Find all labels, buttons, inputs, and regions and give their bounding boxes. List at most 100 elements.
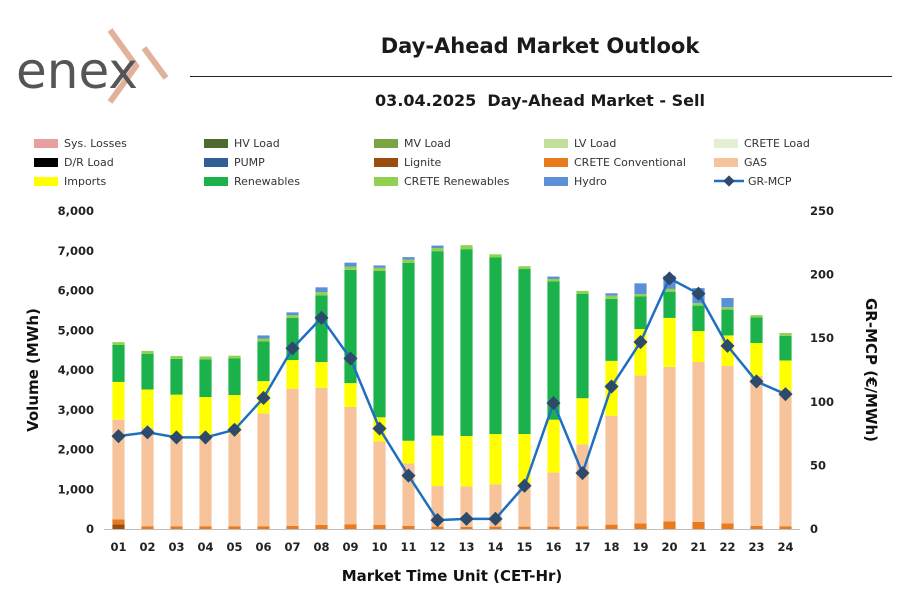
x-tick-label: 07 (284, 540, 300, 554)
bar-segment (170, 356, 183, 359)
gr-mcp-point (169, 430, 184, 445)
bar-segment (344, 262, 357, 267)
page-title: Day-Ahead Market Outlook (380, 34, 700, 58)
bar-segment (228, 433, 241, 527)
bar-segment (547, 472, 560, 527)
y-axis-title: Volume (MWh) (24, 308, 42, 432)
bar-segment (141, 389, 154, 428)
bar-segment (402, 257, 415, 260)
bar-segment (518, 433, 531, 486)
bar-segment (344, 383, 357, 407)
bar-segment (112, 344, 125, 382)
bar-segment (576, 526, 589, 529)
bar-segment (315, 387, 328, 526)
legend-swatch (34, 138, 58, 148)
legend-item-renewables: Renewables (204, 174, 300, 188)
series-imports (112, 317, 792, 487)
bar-segment (286, 388, 299, 526)
bar-segment (228, 358, 241, 396)
gr-mcp-point (691, 286, 706, 301)
gr-mcp-point (575, 465, 590, 481)
bar-segment (547, 419, 560, 473)
legend-swatch (374, 176, 398, 186)
gr-mcp-point (633, 334, 648, 350)
bar-segment (605, 293, 618, 296)
legend-swatch (544, 138, 568, 148)
bar-segment (344, 524, 357, 529)
bar-segment (750, 525, 763, 529)
x-tick-label: 10 (371, 540, 387, 554)
legend-swatch (374, 157, 398, 167)
bar-segment (112, 419, 125, 520)
bar-segment (373, 265, 386, 268)
legend-swatch (714, 138, 738, 148)
x-tick-label: 15 (516, 540, 532, 554)
legend-swatch (374, 138, 398, 148)
y-tick-label: 7,000 (58, 244, 94, 258)
bar-segment (257, 338, 270, 342)
bar-segment (634, 375, 647, 524)
x-tick-label: 03 (168, 540, 184, 554)
bar-segment (141, 526, 154, 529)
y2-tick-label: 0 (810, 522, 818, 536)
x-tick-label: 09 (342, 540, 358, 554)
x-tick-label: 21 (690, 540, 706, 554)
bar-segment (141, 350, 154, 354)
bar-segment (431, 245, 444, 248)
legend-swatch (204, 157, 228, 167)
y-tick-label: 5,000 (58, 323, 94, 337)
bar-segment (605, 298, 618, 361)
bar-segment (460, 249, 473, 436)
legend-item-gas: GAS (714, 155, 767, 169)
gr-mcp-point (198, 430, 213, 445)
legend-label: GAS (744, 155, 768, 169)
x-tick-label: 13 (458, 540, 474, 554)
legend-swatch (544, 157, 568, 167)
x-tick-label: 22 (719, 540, 735, 554)
legend-label: HV Load (234, 136, 280, 150)
legend-label: GR-MCP (748, 174, 792, 188)
bar-segment (373, 525, 386, 529)
gr-mcp-point (285, 341, 300, 356)
x-tick-label: 11 (400, 540, 416, 554)
bar-segment (286, 525, 299, 529)
gr-mcp-point (604, 379, 619, 394)
title-divider (190, 76, 892, 77)
legend-swatch (714, 175, 744, 187)
bar-segment (663, 317, 676, 367)
bar-segment (170, 435, 183, 527)
bar-segment (315, 295, 328, 363)
legend-item-d-r-load: D/R Load (34, 155, 114, 169)
legend-swatch (34, 176, 58, 186)
bar-segment (489, 257, 502, 434)
legend-swatch (34, 157, 58, 167)
bar-segment (402, 440, 415, 464)
bar-segment (779, 526, 792, 529)
bar-segment (112, 524, 125, 529)
gr-mcp-line (118, 277, 787, 522)
y2-tick-label: 50 (810, 458, 826, 472)
bar-segment (199, 437, 212, 527)
gr-mcp-point (372, 421, 387, 436)
bar-segment (286, 360, 299, 389)
bar-segment (315, 362, 328, 388)
legend-label: Hydro (574, 174, 607, 188)
bar-segment (228, 395, 241, 434)
bar-segment (721, 298, 734, 308)
bar-segment (170, 526, 183, 529)
gr-mcp-point (343, 351, 358, 366)
bar-segment (199, 397, 212, 438)
bar-segment (373, 267, 386, 272)
legend-label: D/R Load (64, 155, 114, 169)
x-tick-label: 19 (632, 540, 648, 554)
bar-segment (112, 519, 125, 525)
bar-segment (634, 283, 647, 295)
bar-segment (721, 309, 734, 336)
bar-segment (518, 526, 531, 529)
y-tick-label: 3,000 (58, 403, 94, 417)
bar-segment (257, 526, 270, 529)
y2-tick-label: 250 (810, 204, 834, 218)
gr-mcp-point (111, 429, 126, 444)
x-tick-label: 23 (748, 540, 764, 554)
